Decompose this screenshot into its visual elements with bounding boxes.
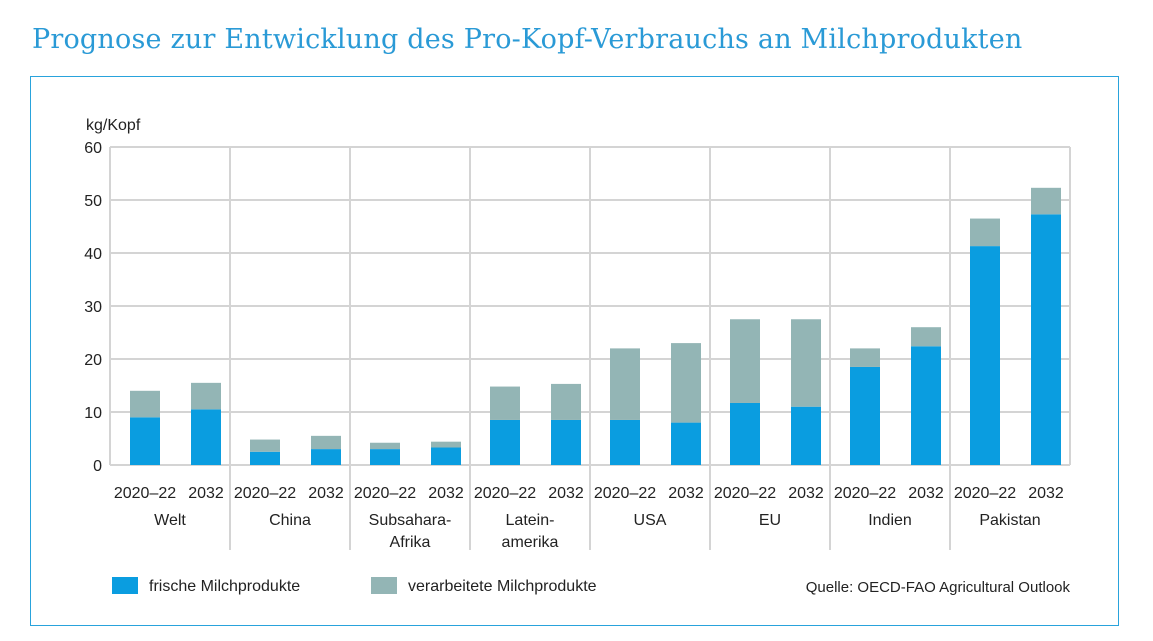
y-tick-label: 20: [84, 352, 102, 369]
x-tick-label: 2020–22: [234, 485, 296, 502]
source-note: Quelle: OECD-FAO Agricultural Outlook: [806, 579, 1071, 596]
bar-frische: [551, 419, 581, 465]
bar-frische: [431, 447, 461, 465]
bar-verarbeitete: [1031, 187, 1061, 215]
bar-frische: [970, 246, 1000, 465]
y-tick-label: 30: [84, 299, 102, 316]
bar-frische: [370, 449, 400, 465]
category-label: Latein-: [506, 512, 555, 529]
bar-frische: [130, 417, 160, 465]
category-label: Welt: [154, 512, 186, 529]
x-tick-label: 2020–22: [354, 485, 416, 502]
bar-frische: [250, 451, 280, 465]
category-label: China: [269, 512, 311, 529]
bar-frische: [671, 422, 701, 465]
bar-frische: [850, 366, 880, 465]
category-label: EU: [759, 512, 781, 529]
x-tick-label: 2020–22: [714, 485, 776, 502]
x-tick-label: 2032: [308, 485, 344, 502]
category-label: amerika: [502, 534, 559, 551]
y-tick-label: 0: [93, 458, 102, 475]
bar-frische: [1031, 214, 1061, 465]
y-tick-label: 50: [84, 193, 102, 210]
category-label: Afrika: [390, 534, 431, 551]
bar-verarbeitete: [970, 218, 1000, 247]
bar-frische: [730, 402, 760, 465]
x-tick-label: 2032: [1028, 485, 1064, 502]
bar-frische: [610, 419, 640, 465]
legend: frische Milchprodukte verarbeitete Milch…: [112, 577, 597, 595]
x-tick-label: 2020–22: [954, 485, 1016, 502]
x-tick-label: 2032: [788, 485, 824, 502]
x-tick-label: 2032: [188, 485, 224, 502]
bar-verarbeitete: [311, 435, 341, 450]
y-tick-label: 60: [84, 140, 102, 157]
bar-frische: [311, 449, 341, 465]
chart-title: Prognose zur Entwicklung des Pro-Kopf-Ve…: [32, 24, 1023, 55]
bar-verarbeitete: [130, 390, 160, 418]
category-label: Subsahara-: [369, 512, 452, 529]
category-label: Pakistan: [979, 512, 1040, 529]
x-tick-label: 2032: [668, 485, 704, 502]
bar-verarbeitete: [551, 383, 581, 420]
bar-verarbeitete: [671, 343, 701, 423]
legend-swatch-frische: [112, 577, 138, 594]
x-tick-label: 2032: [428, 485, 464, 502]
chart-frame: [30, 76, 1119, 626]
bar-verarbeitete: [911, 327, 941, 347]
x-tick-label: 2020–22: [114, 485, 176, 502]
x-tick-label: 2032: [548, 485, 584, 502]
bar-verarbeitete: [490, 386, 520, 420]
x-tick-label: 2020–22: [474, 485, 536, 502]
x-tick-label: 2020–22: [594, 485, 656, 502]
bar-frische: [191, 409, 221, 465]
bar-verarbeitete: [791, 319, 821, 407]
x-tick-label: 2032: [908, 485, 944, 502]
y-tick-label: 40: [84, 246, 102, 263]
category-label: Indien: [868, 512, 912, 529]
bar-verarbeitete: [730, 319, 760, 403]
bar-verarbeitete: [370, 442, 400, 450]
legend-swatch-verarbeitete: [371, 577, 397, 594]
category-label: USA: [634, 512, 667, 529]
x-tick-label: 2020–22: [834, 485, 896, 502]
legend-label-frische: frische Milchprodukte: [149, 578, 300, 595]
bar-verarbeitete: [610, 348, 640, 420]
legend-label-verarbeitete: verarbeitete Milchprodukte: [408, 578, 597, 595]
bar-verarbeitete: [191, 382, 221, 410]
bar-frische: [490, 419, 520, 465]
y-tick-label: 10: [84, 405, 102, 422]
bar-frische: [911, 346, 941, 465]
bar-frische: [791, 406, 821, 465]
y-axis-label: kg/Kopf: [86, 117, 141, 134]
bar-verarbeitete: [250, 439, 280, 452]
bar-verarbeitete: [431, 441, 461, 448]
bar-verarbeitete: [850, 348, 880, 367]
